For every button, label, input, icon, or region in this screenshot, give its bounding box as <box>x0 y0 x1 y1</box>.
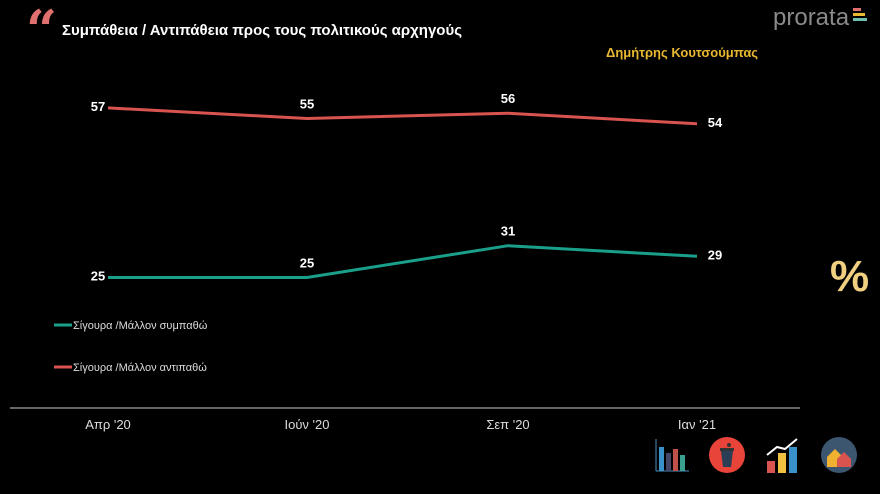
quote-mark-icon: “ <box>26 0 58 62</box>
growth-chart-icon[interactable] <box>765 437 801 473</box>
series-line <box>107 106 698 126</box>
data-label: 57 <box>91 99 105 114</box>
legend-label: Σίγουρα /Μάλλον αντιπαθώ <box>73 362 207 374</box>
data-label: 29 <box>708 247 722 262</box>
leader-name: Δημήτρης Κουτσούμπας <box>606 45 759 60</box>
x-tick-label: Απρ '20 <box>85 417 131 432</box>
page-title: Συμπάθεια / Αντιπάθεια προς τους πολιτικ… <box>62 22 463 39</box>
data-label: 25 <box>91 269 105 284</box>
data-label: 31 <box>501 224 515 239</box>
x-tick-label: Ιαν '21 <box>678 417 716 432</box>
data-label: 54 <box>708 115 723 130</box>
series-line <box>108 244 698 279</box>
legend-label: Σίγουρα /Μάλλον συμπαθώ <box>73 320 208 332</box>
logo: prorata <box>773 4 850 31</box>
data-label: 55 <box>300 97 314 112</box>
logo-bars-icon <box>853 8 867 26</box>
percent-icon: % <box>830 252 870 301</box>
data-label: 56 <box>501 91 515 106</box>
data-label: 25 <box>300 256 314 271</box>
houses-icon[interactable] <box>821 437 857 473</box>
x-tick-label: Σεπ '20 <box>486 417 529 432</box>
bar-chart-icon[interactable] <box>653 437 689 473</box>
x-tick-label: Ιούν '20 <box>284 417 329 432</box>
podium-icon[interactable] <box>709 437 745 473</box>
